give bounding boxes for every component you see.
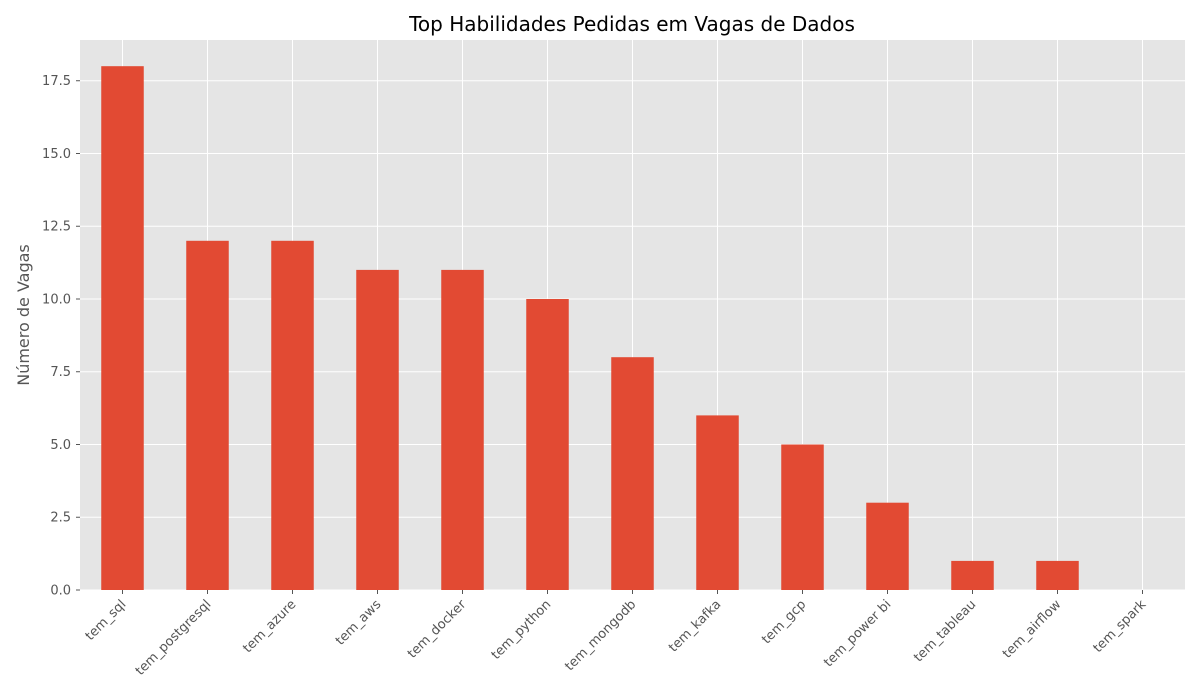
x-tick-label: tem_kafka (666, 597, 724, 655)
y-tick-label: 10.0 (42, 292, 71, 307)
x-tick-label: tem_tableau (911, 597, 979, 665)
bar-tem_sql (101, 66, 144, 590)
bar-tem_azure (271, 240, 314, 591)
chart-title: Top Habilidades Pedidas em Vagas de Dado… (408, 12, 855, 36)
x-tick-label: tem_sql (83, 597, 130, 644)
bar-tem_kafka (696, 415, 739, 590)
x-tick-label: tem_mongodb (562, 597, 639, 674)
y-tick-label: 15.0 (42, 147, 71, 162)
x-tick-label: tem_python (489, 597, 555, 663)
bar-tem_aws (356, 269, 399, 590)
bars (101, 66, 1079, 591)
y-tick-label: 0.0 (50, 584, 71, 599)
bar-tem_tableau (951, 560, 994, 590)
x-tick-label: tem_docker (405, 597, 470, 662)
x-axis-ticks: tem_sql tem_postgresql tem_azure tem_aws tem… (83, 590, 1150, 679)
y-tick-label: 5.0 (50, 438, 71, 453)
y-tick-label: 7.5 (50, 365, 71, 380)
y-tick-label: 2.5 (50, 511, 71, 526)
bar-tem_airflow (1036, 560, 1079, 590)
y-tick-label: 17.5 (42, 74, 71, 89)
bar-tem_mongodb (611, 357, 654, 590)
x-tick-label: tem_postgresql (133, 597, 215, 679)
y-tick-label: 12.5 (42, 220, 71, 235)
bar-tem_python (526, 298, 569, 590)
y-axis-label: Número de Vagas (14, 244, 33, 386)
bar-tem_power-bi (866, 502, 909, 590)
y-axis-ticks: 0.0 2.5 5.0 7.5 10.0 12.5 15.0 17.5 (42, 74, 80, 599)
bar-tem_docker (441, 269, 484, 590)
x-tick-label: tem_power bi (821, 597, 894, 670)
bar-tem_postgresql (186, 240, 229, 591)
x-tick-label: tem_gcp (759, 597, 809, 647)
x-tick-label: tem_airflow (1000, 597, 1065, 662)
x-tick-label: tem_spark (1091, 597, 1150, 656)
x-tick-label: tem_azure (240, 597, 299, 656)
x-tick-label: tem_aws (333, 597, 385, 649)
bar-tem_gcp (781, 444, 824, 590)
